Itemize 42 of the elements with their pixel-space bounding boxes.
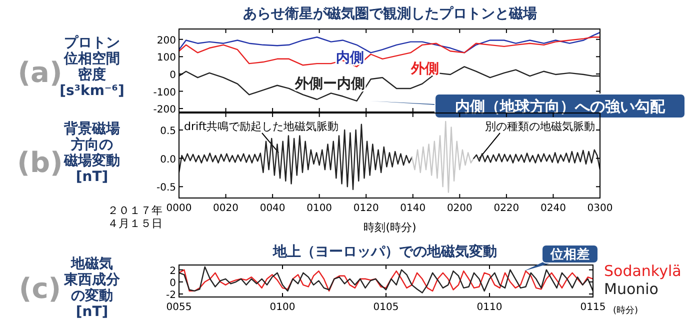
y-tick-label: 0.0: [160, 154, 176, 166]
text: ２０１７年４月１５日: [108, 204, 162, 230]
x-tick-label: 0220: [494, 203, 520, 214]
x-axis-title: 時刻(時分): [364, 221, 416, 234]
y-axis-title: プロトン位相空間密度[s³km⁻⁶]: [60, 34, 124, 99]
y-axis-title: 背景磁場方向の磁場変動[nT]: [63, 121, 120, 185]
y-tick-label: 0.5: [160, 126, 176, 137]
annotation: 別の種類の地磁気脈動: [485, 120, 595, 133]
x-tick-label: 0140: [400, 203, 426, 214]
x-tick-label: 0055: [166, 302, 192, 313]
chart-title: 地上（ヨーロッパ）での地磁気変動: [272, 243, 497, 260]
chart-title: あらせ衛星が磁気圏で観測したプロトンと磁場: [243, 5, 537, 22]
x-tick-label: 0100: [270, 302, 296, 313]
x-axis-title: (時分): [613, 305, 638, 316]
x-tick-label: 0110: [476, 302, 502, 313]
y-tick-label: -200: [153, 104, 176, 116]
annotation: drift共鳴で励起した地磁気脈動: [184, 120, 339, 133]
x-tick-label: 0240: [540, 203, 566, 214]
y-tick-label: 2: [170, 266, 176, 277]
y-axis-title: 地磁気東西成分の変動[nT]: [63, 256, 121, 320]
x-tick-label: 0105: [373, 302, 399, 313]
y-tick-label: 100: [156, 52, 176, 64]
x-tick-label: 0115: [580, 302, 606, 313]
series-label: 外側ー内側: [294, 76, 365, 92]
series-label: Sodankylä: [604, 262, 682, 280]
x-tick-label: 0120: [353, 203, 379, 214]
x-tick-label: 0000: [166, 203, 192, 214]
x-tick-label: 0040: [260, 203, 286, 214]
y-tick-label: -0.5: [156, 182, 176, 194]
y-tick-label: -2: [166, 290, 176, 301]
text: (c): [18, 272, 62, 305]
y-tick-label: -100: [153, 87, 176, 98]
y-tick-label: 200: [156, 35, 176, 46]
x-tick-label: 0300: [587, 203, 613, 214]
series-label: Muonio: [604, 280, 658, 298]
x-tick-label: 0100: [306, 203, 332, 214]
series-label: 外側: [410, 61, 439, 77]
x-tick-label: 0020: [213, 203, 239, 214]
x-tick-label: 0200: [446, 203, 472, 214]
y-tick-label: 0: [170, 70, 176, 81]
text: (b): [17, 146, 63, 179]
y-tick-label: 0: [170, 278, 176, 289]
